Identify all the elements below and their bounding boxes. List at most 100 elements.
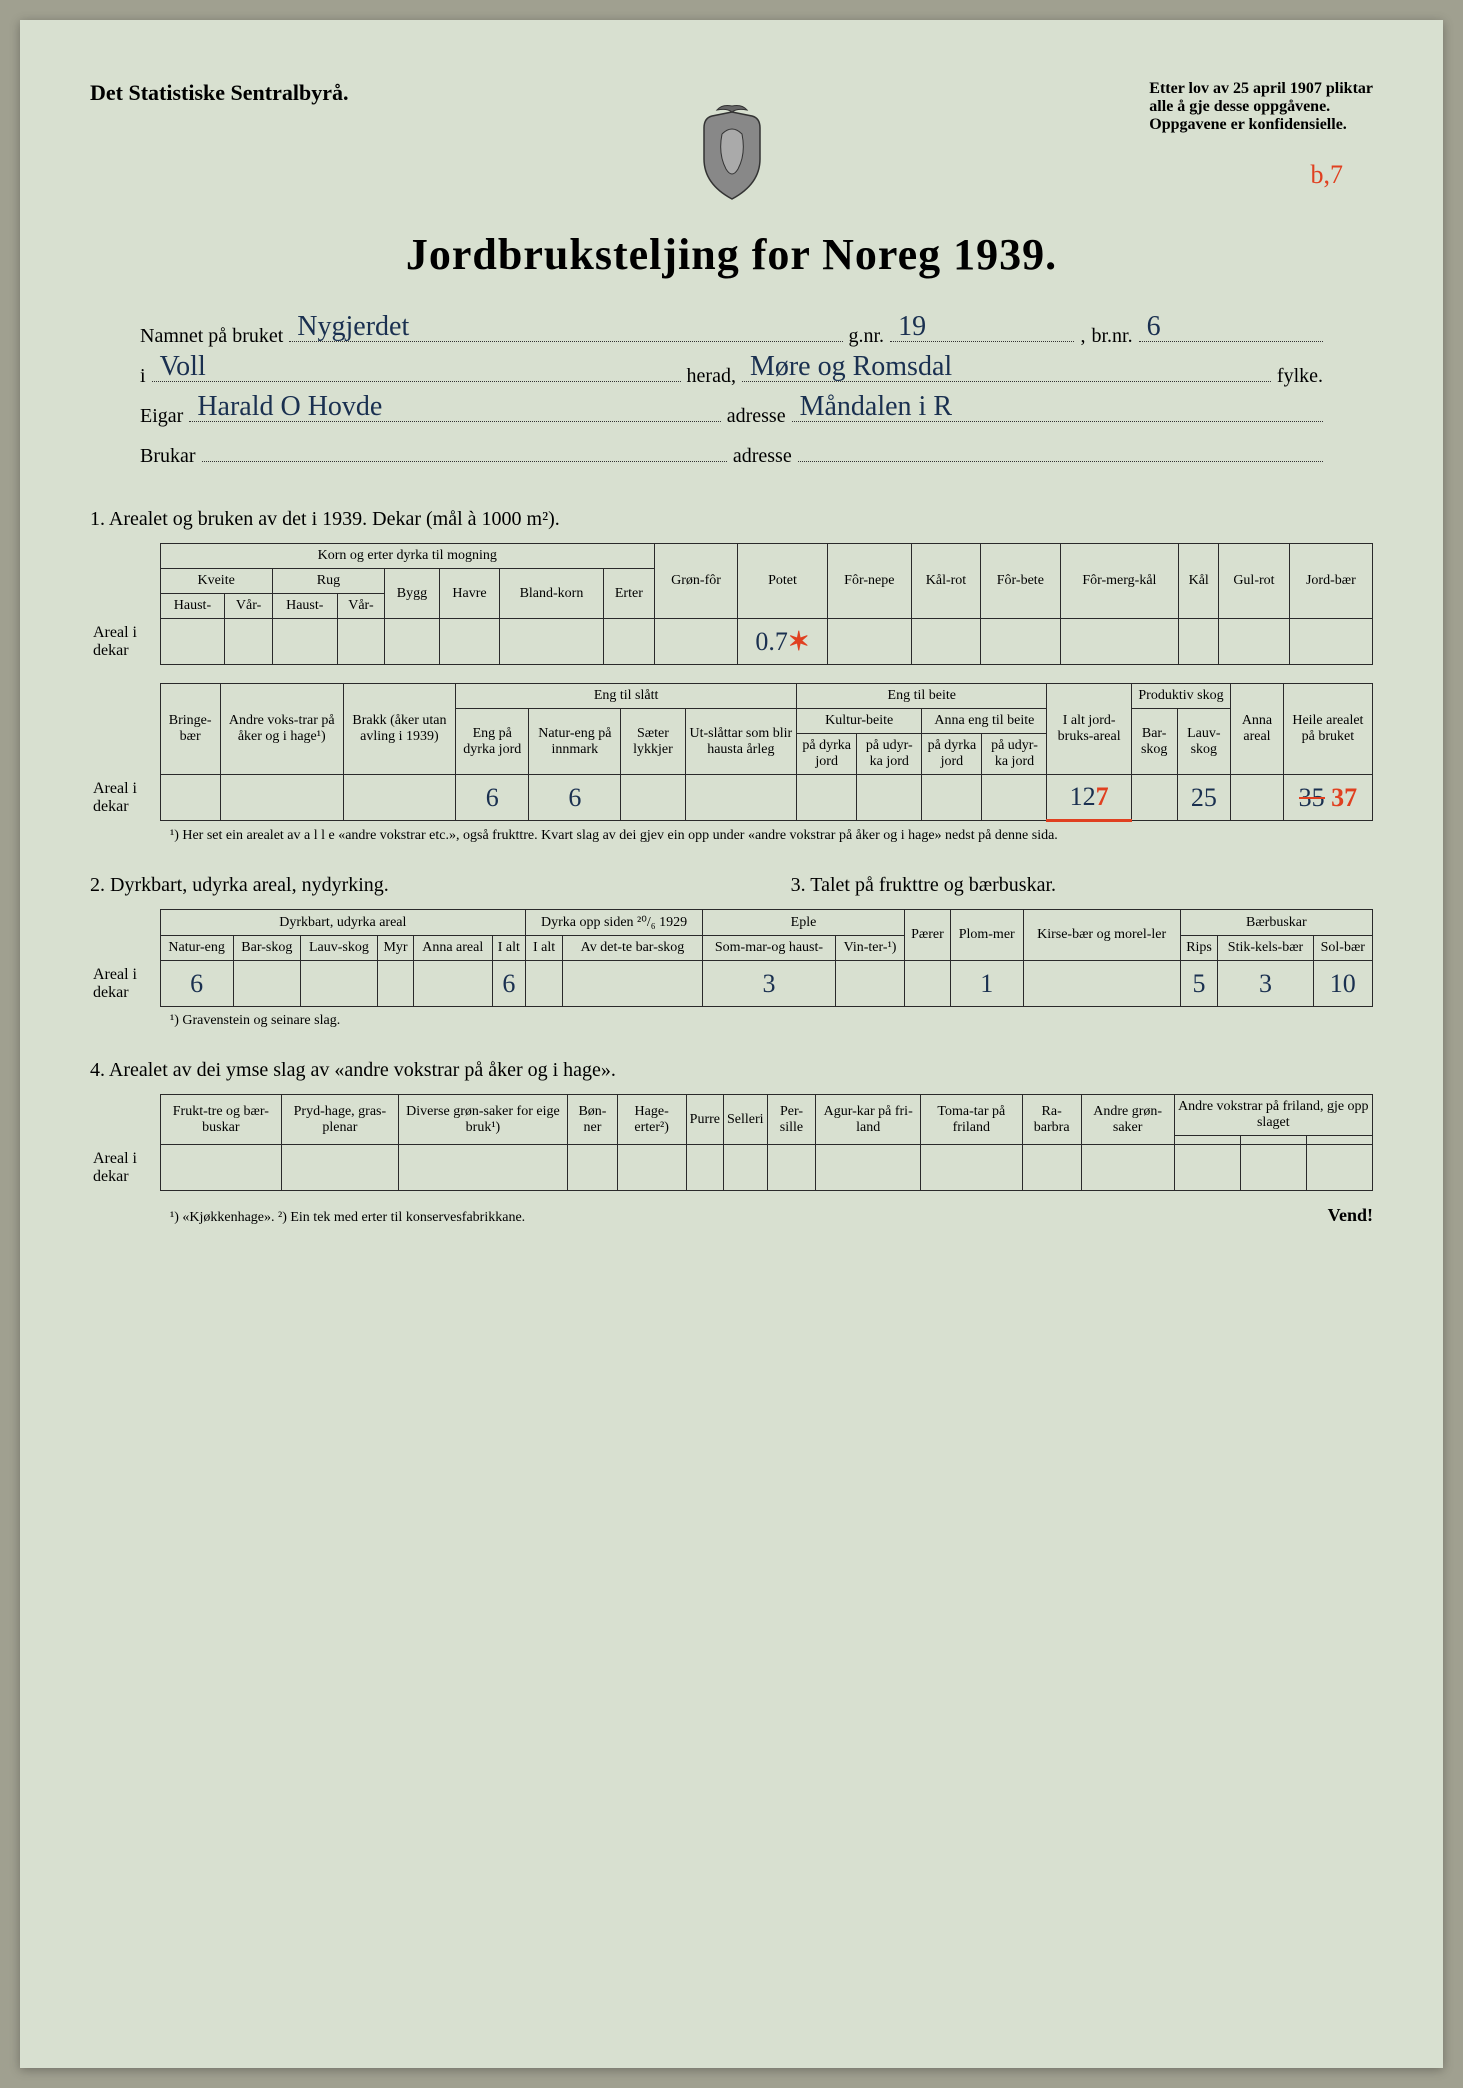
label-fylke: fylke. [1277, 365, 1323, 388]
th-blandkorn: Bland-korn [500, 569, 604, 619]
legal-line1: Etter lov av 25 april 1907 pliktar [1149, 80, 1373, 97]
th-hageerter: Hage-erter²) [617, 1095, 686, 1145]
val-sommar-eple: 3 [702, 961, 835, 1007]
th-eng-beite-group: Eng til beite [797, 684, 1047, 709]
th-sommar: Som-mar-og haust- [702, 936, 835, 961]
table-1b: Bringe-bær Andre voks-trar på åker og i … [90, 683, 1373, 822]
rowlabel-4: Areal i dekar [90, 1145, 160, 1191]
section3-title: 3. Talet på frukttre og bærbuskar. [791, 874, 1373, 897]
th-frukttre: Frukt-tre og bær-buskar [160, 1095, 282, 1145]
th-andre-friland-group: Andre vokstrar på friland, gje opp slage… [1174, 1095, 1372, 1136]
th-friland-3 [1306, 1136, 1372, 1145]
label-i: i [140, 365, 146, 388]
th-avdette: Av det-te bar-skog [563, 936, 703, 961]
th-kulturbeite: Kultur-beite [797, 709, 922, 734]
th-rabarbra: Ra-barbra [1022, 1095, 1081, 1145]
th-persille: Per-sille [767, 1095, 816, 1145]
val-heile: 35 37 [1283, 775, 1372, 821]
label-adresse-2: adresse [733, 445, 792, 468]
th-paerer: Pærer [905, 910, 951, 961]
th-myr: Myr [378, 936, 414, 961]
rowlabel-1b: Areal i dekar [90, 775, 160, 821]
th-bringebaer: Bringe-bær [160, 684, 220, 775]
val-eigar: Harald O Hovde [197, 391, 382, 423]
val-natureng-1b: 6 [529, 775, 621, 821]
th-heile: Heile arealet på bruket [1283, 684, 1372, 775]
val-plommer: 1 [950, 961, 1023, 1007]
th-anna-eng-beite: Anna eng til beite [922, 709, 1047, 734]
th-ae-udyrka: på udyr-ka jord [982, 734, 1047, 775]
th-friland-1 [1174, 1136, 1240, 1145]
agency-name: Det Statistiske Sentralbyrå. [90, 80, 348, 106]
section4-title: 4. Arealet av dei ymse slag av «andre vo… [90, 1059, 1373, 1082]
th-formergkal: Fôr-merg-kål [1060, 544, 1179, 619]
th-stikkels: Stik-kels-bær [1218, 936, 1313, 961]
table-1a: Korn og erter dyrka til mogning Grøn-fôr… [90, 543, 1373, 665]
val-ialt-jord: 127 [1047, 775, 1131, 821]
th-baerbuskar-group: Bærbuskar [1180, 910, 1372, 936]
table-4: Frukt-tre og bær-buskar Pryd-hage, gras-… [90, 1094, 1373, 1191]
th-potet: Potet [738, 544, 828, 619]
th-friland-2 [1240, 1136, 1306, 1145]
label-brukar: Brukar [140, 445, 196, 468]
footnote-4: ¹) «Kjøkkenhage». ²) Ein tek med erter t… [170, 1210, 525, 1226]
label-namnet: Namnet på bruket [140, 325, 283, 348]
th-kv-haust: Haust- [160, 594, 225, 619]
label-adresse-1: adresse [727, 405, 786, 428]
th-rug-haust: Haust- [272, 594, 337, 619]
main-title: Jordbruksteljing for Noreg 1939. [90, 229, 1373, 280]
th-natureng-innmark: Natur-eng på innmark [529, 709, 621, 775]
legal-line3: Oppgavene er konfidensielle. [1149, 116, 1347, 133]
th-ialt-2: I alt [492, 936, 526, 961]
th-andre-vokstrar: Andre voks-trar på åker og i hage¹) [220, 684, 343, 775]
val-stikkels: 3 [1218, 961, 1313, 1007]
legal-line2: alle å gje desse oppgåvene. [1149, 98, 1330, 115]
label-herad: herad, [687, 365, 736, 388]
legal-notice: Etter lov av 25 april 1907 pliktar alle … [1149, 80, 1373, 134]
th-rips: Rips [1180, 936, 1218, 961]
th-eple-group: Eple [702, 910, 904, 936]
th-kal: Kål [1179, 544, 1219, 619]
handwritten-annotation-top: b,7 [1311, 160, 1344, 190]
val-ialt-2: 6 [492, 961, 526, 1007]
th-jordbaer: Jord-bær [1289, 544, 1372, 619]
th-natureng-2: Natur-eng [160, 936, 233, 961]
th-bygg: Bygg [385, 569, 440, 619]
th-lauvskog-1b: Lauv-skog [1177, 709, 1231, 775]
th-eng-slatt-group: Eng til slått [456, 684, 797, 709]
form-identification: Namnet på bruket Nygjerdet g.nr. 19 , br… [90, 320, 1373, 468]
val-herad: Møre og Romsdal [750, 351, 952, 383]
th-andre-gronsaker: Andre grøn-saker [1081, 1095, 1174, 1145]
label-eigar: Eigar [140, 405, 183, 428]
th-solbaer: Sol-bær [1313, 936, 1372, 961]
th-dyrkbart-group: Dyrkbart, udyrka areal [160, 910, 526, 936]
val-namnet: Nygjerdet [297, 311, 409, 343]
label-gnr: g.nr. [849, 325, 885, 348]
th-gronfor: Grøn-fôr [654, 544, 737, 619]
th-saeter: Sæter lykkjer [621, 709, 685, 775]
th-kalrot: Kål-rot [911, 544, 980, 619]
th-eng-dyrka: Eng på dyrka jord [456, 709, 529, 775]
val-solbaer: 10 [1313, 961, 1372, 1007]
th-brakk: Brakk (åker utan avling i 1939) [343, 684, 455, 775]
th-kveite-group: Kveite [160, 569, 272, 594]
scanned-form-page: b,7 Det Statistiske Sentralbyrå. Etter l… [20, 20, 1443, 2068]
label-brnr: br.nr. [1091, 325, 1132, 348]
val-lauvskog-1b: 25 [1177, 775, 1231, 821]
th-selleri: Selleri [723, 1095, 767, 1145]
rowlabel-2: Areal i dekar [90, 961, 160, 1007]
th-vinter: Vin-ter-¹) [835, 936, 904, 961]
th-utslattar: Ut-slåttar som blir hausta årleg [685, 709, 796, 775]
th-barskog-1b: Bar-skog [1131, 709, 1177, 775]
th-ae-dyrka: på dyrka jord [922, 734, 982, 775]
val-brnr: 6 [1147, 311, 1161, 343]
th-havre: Havre [439, 569, 499, 619]
th-bonner: Bøn-ner [568, 1095, 617, 1145]
val-eng-dyrka: 6 [456, 775, 529, 821]
footnote-1b: ¹) Her set ein arealet av a l l e «andre… [170, 828, 1373, 844]
th-fornepe: Fôr-nepe [827, 544, 911, 619]
th-gulrot: Gul-rot [1219, 544, 1290, 619]
th-agurkar: Agur-kar på fri-land [816, 1095, 921, 1145]
th-erter: Erter [603, 569, 654, 619]
footnote-2: ¹) Gravenstein og seinare slag. [170, 1013, 1373, 1029]
